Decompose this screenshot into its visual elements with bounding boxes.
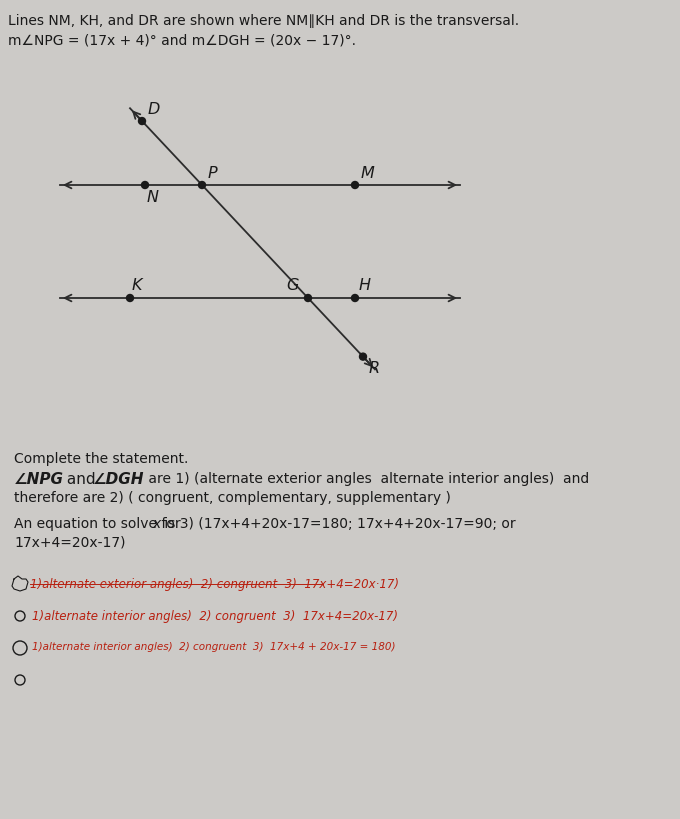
Circle shape: [139, 118, 146, 124]
Text: ∠NPG: ∠NPG: [14, 472, 64, 487]
Text: Lines NM, KH, and DR are shown where NM∥KH and DR is the transversal.: Lines NM, KH, and DR are shown where NM∥…: [8, 14, 519, 28]
Text: 1)alternate exterior angles)  2) congruent  3)  17x+4=20x·17): 1)alternate exterior angles) 2) congruen…: [30, 578, 399, 591]
Text: R: R: [369, 360, 380, 376]
Circle shape: [360, 353, 367, 360]
Text: x: x: [152, 517, 160, 531]
Circle shape: [352, 295, 358, 301]
Text: H: H: [359, 278, 371, 293]
Text: and: and: [62, 472, 101, 487]
Circle shape: [305, 295, 311, 301]
Text: D: D: [148, 102, 160, 117]
Text: m∠NPG = (17x + 4)° and m∠DGH = (20x − 17)°.: m∠NPG = (17x + 4)° and m∠DGH = (20x − 17…: [8, 34, 356, 48]
Text: An equation to solve for: An equation to solve for: [14, 517, 185, 531]
Text: G: G: [286, 278, 299, 293]
Text: Complete the statement.: Complete the statement.: [14, 452, 188, 466]
Text: K: K: [132, 278, 143, 293]
Text: ∠DGH: ∠DGH: [93, 472, 144, 487]
Text: are 1) (alternate exterior angles  alternate interior angles)  and: are 1) (alternate exterior angles altern…: [144, 472, 590, 486]
Text: N: N: [147, 190, 159, 205]
Text: M: M: [361, 166, 375, 181]
Circle shape: [126, 295, 133, 301]
Text: P: P: [208, 166, 218, 181]
Text: 17x+4=20x-17): 17x+4=20x-17): [14, 536, 126, 550]
Text: is 3) (17x+4+20x-17=180; 17x+4+20x-17=90; or: is 3) (17x+4+20x-17=180; 17x+4+20x-17=90…: [160, 517, 515, 531]
Text: 1)alternate interior angles)  2) congruent  3)  17x+4=20x-17): 1)alternate interior angles) 2) congruen…: [32, 610, 398, 623]
Text: 1)alternate interior angles)  2) congruent  3)  17x+4 + 20x-17 = 180): 1)alternate interior angles) 2) congruen…: [32, 642, 396, 652]
Text: therefore are 2) ( congruent, complementary, supplementary ): therefore are 2) ( congruent, complement…: [14, 491, 451, 505]
Circle shape: [352, 182, 358, 188]
Circle shape: [141, 182, 148, 188]
Circle shape: [199, 182, 205, 188]
